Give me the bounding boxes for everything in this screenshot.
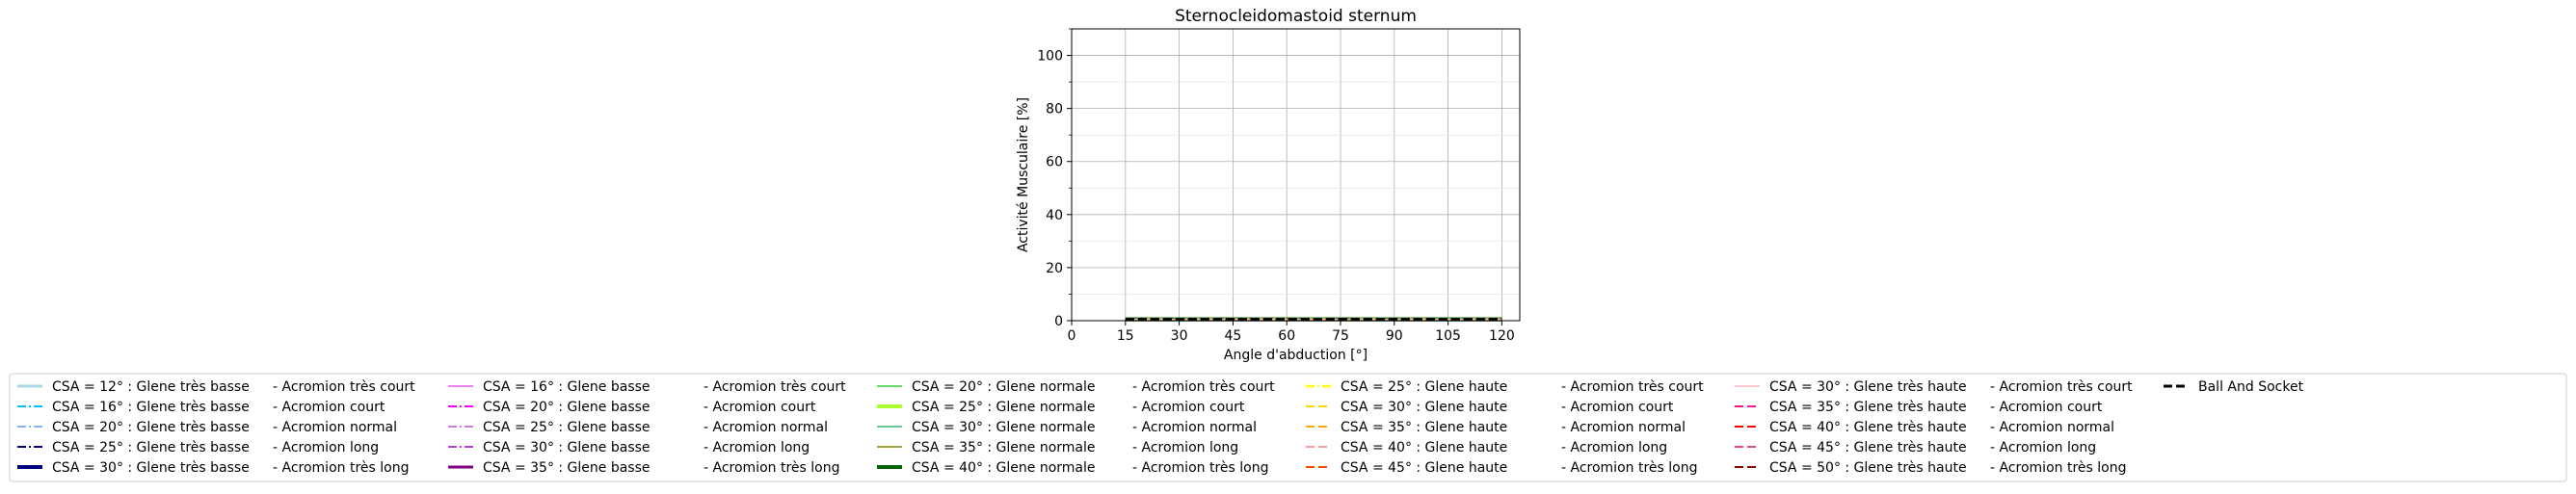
y-tick-label: 80 — [1046, 102, 1063, 117]
legend-acromion-label: - Acromion court — [273, 400, 385, 415]
y-tick-label: 20 — [1046, 261, 1063, 276]
x-tick-label: 105 — [1435, 328, 1461, 344]
legend-label: CSA = 30° : Glene normale — [912, 420, 1096, 435]
legend-acromion-label: - Acromion normal — [704, 420, 828, 435]
y-tick-label: 60 — [1046, 155, 1063, 170]
legend-label: CSA = 25° : Glene haute — [1341, 379, 1507, 395]
legend-acromion-label: - Acromion très long — [1990, 460, 2126, 476]
legend-acromion-label: - Acromion très court — [273, 379, 415, 395]
legend-label: CSA = 20° : Glene très basse — [52, 420, 250, 435]
chart-title: Sternocleidomastoid sternum — [1175, 7, 1417, 26]
x-tick-label: 0 — [1068, 328, 1076, 344]
x-tick-label: 30 — [1171, 328, 1188, 344]
x-tick-label: 75 — [1332, 328, 1349, 344]
legend: CSA = 12° : Glene très basse - Acromion t… — [9, 373, 2567, 482]
x-tick-label: 15 — [1117, 328, 1134, 344]
legend-label: CSA = 40° : Glene très haute — [1769, 420, 1967, 435]
legend-acromion-label: - Acromion long — [1561, 440, 1667, 455]
legend-acromion-label: - Acromion long — [1132, 440, 1238, 455]
legend-acromion-label: - Acromion long — [273, 440, 379, 455]
legend-frame — [9, 373, 2567, 482]
legend-acromion-label: - Acromion très court — [1132, 379, 1275, 395]
legend-acromion-label: - Acromion très long — [1561, 460, 1697, 476]
legend-label: CSA = 20° : Glene normale — [912, 379, 1096, 395]
legend-label: CSA = 45° : Glene haute — [1341, 460, 1507, 476]
legend-label: CSA = 50° : Glene très haute — [1769, 460, 1967, 476]
legend-acromion-label: - Acromion très long — [704, 460, 839, 476]
legend-entries: CSA = 12° : Glene très basse - Acromion t… — [17, 379, 2304, 476]
legend-acromion-label: - Acromion court — [1990, 400, 2103, 415]
legend-label: CSA = 12° : Glene très basse — [52, 379, 250, 395]
legend-label: CSA = 35° : Glene normale — [912, 440, 1096, 455]
legend-label: Ball And Socket — [2198, 379, 2304, 395]
legend-label: CSA = 35° : Glene très haute — [1769, 400, 1967, 415]
legend-label: CSA = 40° : Glene normale — [912, 460, 1096, 476]
legend-label: CSA = 30° : Glene très basse — [52, 460, 250, 476]
x-tick-label: 60 — [1278, 328, 1295, 344]
legend-acromion-label: - Acromion normal — [273, 420, 397, 435]
x-tick-label: 120 — [1489, 328, 1515, 344]
legend-label: CSA = 25° : Glene basse — [483, 420, 651, 435]
legend-acromion-label: - Acromion très court — [704, 379, 846, 395]
x-axis-label: Angle d'abduction [°] — [1224, 348, 1368, 363]
y-axis-label: Activité Musculaire [%] — [1016, 97, 1031, 252]
plot-area — [1072, 29, 1520, 321]
y-tick-label: 100 — [1037, 49, 1063, 65]
legend-label: CSA = 35° : Glene basse — [483, 460, 651, 476]
legend-acromion-label: - Acromion normal — [1132, 420, 1257, 435]
plot-frame — [1071, 28, 1521, 322]
legend-acromion-label: - Acromion court — [1561, 400, 1674, 415]
legend-acromion-label: - Acromion court — [704, 400, 816, 415]
legend-label: CSA = 35° : Glene haute — [1341, 420, 1507, 435]
legend-label: CSA = 40° : Glene haute — [1341, 440, 1507, 455]
legend-label: CSA = 30° : Glene haute — [1341, 400, 1507, 415]
legend-label: CSA = 25° : Glene très basse — [52, 440, 250, 455]
legend-label: CSA = 20° : Glene basse — [483, 400, 651, 415]
legend-label: CSA = 45° : Glene très haute — [1769, 440, 1967, 455]
legend-acromion-label: - Acromion très court — [1990, 379, 2133, 395]
y-tick-label: 40 — [1046, 208, 1063, 223]
legend-acromion-label: - Acromion très long — [273, 460, 409, 476]
axes-ticks: 0 15 30 45 60 75 90 105 120 0 20 40 60 80 100 — [1037, 28, 1515, 344]
legend-acromion-label: - Acromion normal — [1990, 420, 2114, 435]
legend-acromion-label: - Acromion très long — [1132, 460, 1268, 476]
legend-acromion-label: - Acromion long — [1990, 440, 2096, 455]
legend-label: CSA = 30° : Glene basse — [483, 440, 651, 455]
y-tick-label: 0 — [1054, 314, 1063, 329]
legend-acromion-label: - Acromion court — [1132, 400, 1245, 415]
legend-label: CSA = 16° : Glene basse — [483, 379, 651, 395]
legend-acromion-label: - Acromion long — [704, 440, 810, 455]
legend-label: CSA = 16° : Glene très basse — [52, 400, 250, 415]
x-tick-label: 45 — [1224, 328, 1241, 344]
legend-acromion-label: - Acromion très court — [1561, 379, 1704, 395]
x-tick-label: 90 — [1386, 328, 1403, 344]
legend-label: CSA = 30° : Glene très haute — [1769, 379, 1967, 395]
legend-acromion-label: - Acromion normal — [1561, 420, 1686, 435]
legend-label: CSA = 25° : Glene normale — [912, 400, 1096, 415]
